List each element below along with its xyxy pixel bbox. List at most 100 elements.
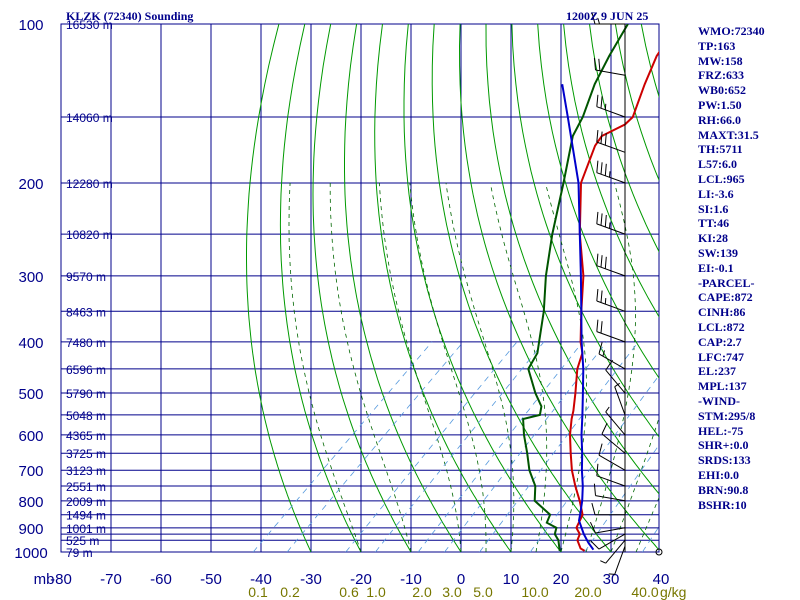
mixing-ratio-line-1.0 (375, 341, 545, 552)
index-1: TP:163 (698, 38, 736, 53)
index-28: SHR+:0.0 (698, 438, 749, 453)
chart-title: KLZK (72340) Sounding (66, 9, 194, 23)
index-22: LFC:747 (698, 349, 744, 364)
mixing-ratio-label-20.0: 20.0 (574, 584, 601, 600)
height-label-1000: 79 m (66, 546, 93, 560)
temperature-tick--20: -20 (350, 571, 372, 588)
moist-adiabat-20 (545, 182, 587, 552)
mixing-ratio-label-2.0: 2.0 (412, 584, 432, 600)
mixing-ratio-unit: g/kg (660, 584, 686, 600)
temperature-tick-0: 0 (457, 571, 465, 588)
wind-barb-350 (596, 289, 626, 312)
chart-grid (60, 23, 660, 553)
wind-barb-900 (589, 521, 626, 534)
height-label-700: 3123 m (66, 464, 106, 478)
temperature-tick--60: -60 (150, 571, 172, 588)
pressure-tick-200: 200 (18, 176, 43, 193)
index-26: STM:295/8 (698, 408, 756, 423)
mixing-ratio-label-10.0: 10.0 (521, 584, 548, 600)
dry-adiabat-20 (403, 24, 562, 552)
height-labels: 16530 m 14060 m 12280 m 10820 m 9570 m 8463 m… (66, 18, 113, 560)
pressure-tick-300: 300 (18, 269, 43, 286)
dry-adiabat-70 (537, 24, 659, 379)
wind-barb-1000 (655, 548, 663, 556)
chart-datetime: 1200Z 9 JUN 25 (566, 9, 649, 23)
index-0: WMO:72340 (698, 24, 765, 38)
index-13: TT:46 (698, 216, 730, 231)
pressure-tick-700: 700 (18, 463, 43, 480)
wind-barb-100 (591, 12, 625, 25)
wind-barb-250 (596, 211, 626, 235)
height-label-850: 1494 m (66, 509, 106, 523)
moist-adiabat-35 (635, 496, 659, 552)
dry-adiabat-60 (511, 24, 659, 438)
wind-barb-column (589, 12, 663, 575)
index-25: -WIND- (698, 393, 740, 408)
height-label-800: 2009 m (66, 495, 106, 509)
adiabat-lines (246, 24, 659, 552)
moist-adiabat-0 (379, 182, 462, 552)
index-7: MAXT:31.5 (698, 127, 759, 142)
index-31: BRN:90.8 (698, 482, 749, 497)
wind-barb-450 (598, 342, 626, 370)
index-27: HEL:-75 (698, 423, 744, 438)
sounding-traces (522, 24, 659, 552)
mixing-ratio-label-40.0: 40.0 (631, 584, 658, 600)
dry-adiabat-90 (589, 24, 659, 253)
index-30: EHI:0.0 (698, 467, 740, 482)
wind-barb-150 (596, 94, 626, 118)
dry-adiabat-10 (374, 24, 512, 552)
moist-adiabat--20 (288, 182, 362, 552)
mixing-ratio-label-0.2: 0.2 (280, 584, 300, 600)
index-10: LCL:965 (698, 171, 745, 186)
moist-adiabat-15 (489, 182, 548, 552)
dry-adiabat-50 (485, 24, 659, 495)
wind-barb-175 (596, 130, 626, 153)
moist-adiabat-10 (445, 182, 515, 552)
mixing-ratio-line-5.0 (479, 341, 639, 552)
moist-adiabat--10 (329, 182, 412, 552)
wind-barb-700 (598, 443, 626, 471)
height-label-450: 6596 m (66, 363, 106, 377)
height-label-600: 4365 m (66, 429, 106, 443)
index-18: CAPE:872 (698, 290, 753, 305)
pressure-tick-400: 400 (18, 335, 43, 352)
height-label-550: 5048 m (66, 409, 106, 423)
index-29: SRDS:133 (698, 453, 751, 468)
mixing-ratio-line-3.0 (444, 341, 608, 552)
temperature-tick-40: 40 (653, 571, 670, 588)
temperature-tick--30: -30 (300, 571, 322, 588)
wind-barb-925 (590, 533, 626, 550)
index-12: SI:1.6 (698, 201, 729, 216)
series-dewpoint-line (522, 24, 629, 552)
height-label-100: 16530 m (66, 18, 113, 32)
dry-adiabat-40 (458, 24, 659, 551)
plot-frame (60, 23, 660, 553)
index-9: L57:6.0 (698, 157, 737, 172)
dry-adiabat-0 (344, 24, 462, 552)
temperature-tick--70: -70 (100, 571, 122, 588)
mixing-ratio-line-2.0 (417, 341, 584, 552)
index-6: RH:66.0 (698, 112, 741, 127)
pressure-tick-100: 100 (18, 17, 43, 34)
index-4: WB0:652 (698, 83, 746, 98)
temperature-tick-30: 30 (603, 571, 620, 588)
mixing-ratio-label-3.0: 3.0 (442, 584, 462, 600)
temperature-tick-20: 20 (553, 571, 570, 588)
height-label-250: 10820 m (66, 228, 113, 242)
height-label-750: 2551 m (66, 480, 106, 494)
mixing-ratio-line-0.2 (286, 341, 464, 552)
mixing-ratio-labels: 0.1 0.2 0.6 1.0 2.0 3.0 5.0 10.0 20.0 40.0 g/kg (248, 584, 686, 600)
mixing-ratio-label-5.0: 5.0 (473, 584, 493, 600)
pressure-tick-800: 800 (18, 494, 43, 511)
wind-barb-200 (596, 160, 626, 184)
mixing-ratio-label-1.0: 1.0 (366, 584, 386, 600)
height-label-350: 8463 m (66, 305, 106, 319)
wind-barb-300 (596, 253, 626, 277)
index-3: FRZ:633 (698, 68, 744, 83)
pressure-tick-900: 900 (18, 521, 43, 538)
wind-barb-750 (596, 463, 626, 487)
mixing-ratio-line-0.1 (252, 341, 433, 552)
